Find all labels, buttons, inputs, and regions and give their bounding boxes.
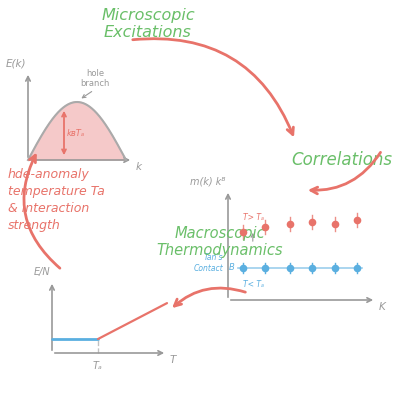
Text: T: T — [170, 355, 176, 365]
Text: hde-anomaly
temperature Ta
& interaction
strength: hde-anomaly temperature Ta & interaction… — [8, 168, 105, 232]
Text: kʙTₐ: kʙTₐ — [67, 129, 85, 138]
Text: Correlations: Correlations — [291, 151, 392, 169]
Text: Tan's
Contact: Tan's Contact — [193, 253, 223, 273]
Text: hole
branch: hole branch — [80, 69, 110, 88]
Text: K: K — [379, 302, 386, 312]
Text: B: B — [229, 264, 235, 273]
Polygon shape — [28, 102, 126, 160]
Text: E(k): E(k) — [6, 58, 26, 68]
Text: Microscopic
Excitations: Microscopic Excitations — [101, 8, 195, 40]
Text: m(k) kᴮ: m(k) kᴮ — [190, 176, 226, 186]
Text: Tₐ: Tₐ — [93, 361, 103, 371]
Text: Macroscopic
Thermodynamics: Macroscopic Thermodynamics — [157, 226, 283, 258]
Text: E/N: E/N — [33, 267, 50, 277]
Text: T< Tₐ: T< Tₐ — [243, 280, 264, 289]
Text: T> Tₐ: T> Tₐ — [243, 213, 264, 222]
Text: k: k — [136, 162, 142, 172]
